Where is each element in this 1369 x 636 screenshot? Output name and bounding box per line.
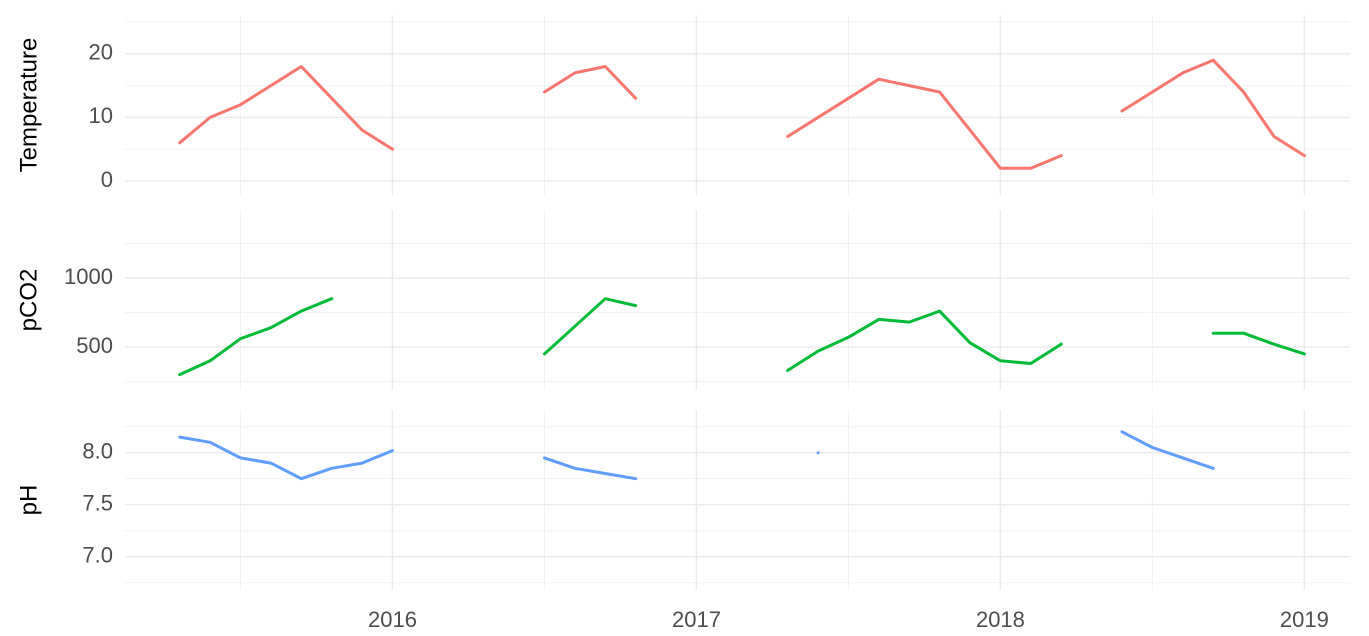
- y-axis-label: pCO2: [15, 269, 42, 332]
- y-axis-label: Temperature: [15, 38, 42, 173]
- y-tick-label: 0: [101, 167, 113, 192]
- y-tick-label: 7.0: [82, 543, 113, 568]
- y-tick-label: 20: [89, 40, 113, 65]
- data-line: [178, 297, 1306, 377]
- y-tick-label: 500: [76, 333, 113, 358]
- y-axis-label: pH: [15, 485, 42, 516]
- y-tick-label: 7.5: [82, 490, 113, 515]
- x-tick-label: 2018: [976, 607, 1025, 632]
- y-tick-label: 10: [89, 103, 113, 128]
- data-line: [178, 430, 1215, 481]
- x-tick-label: 2017: [672, 607, 721, 632]
- data-line: [178, 58, 1306, 170]
- x-tick-label: 2016: [368, 607, 417, 632]
- y-tick-label: 1000: [64, 264, 113, 289]
- y-tick-label: 8.0: [82, 438, 113, 463]
- x-tick-label: 2019: [1280, 607, 1329, 632]
